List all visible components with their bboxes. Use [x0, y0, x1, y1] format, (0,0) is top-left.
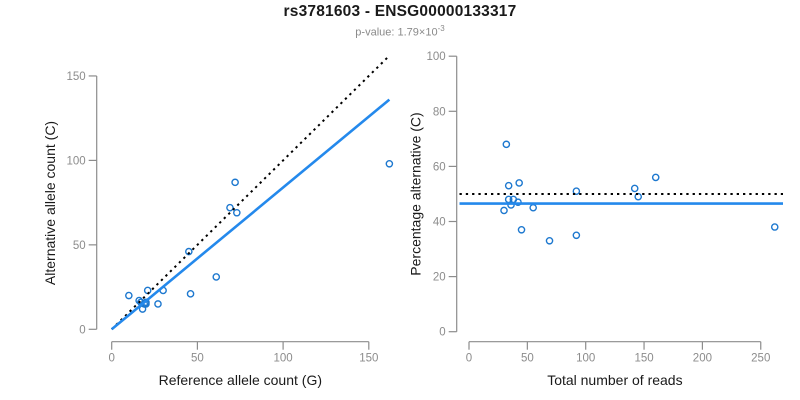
data-point — [154, 300, 162, 308]
x-tick-label: 0 — [108, 353, 114, 365]
x-tick-label: 50 — [521, 353, 534, 365]
x-tick-label: 200 — [693, 353, 712, 365]
y-tick-label: 0 — [439, 327, 445, 339]
y-tick-label: 40 — [433, 217, 446, 229]
x-tick-label: 150 — [634, 353, 653, 365]
x-tick-label: 100 — [274, 353, 293, 365]
y-tick-label: 80 — [433, 106, 446, 118]
chart-reads-vs-pct: 0 20 40 60 80 100 0 50 100 150 200 250 Total number … — [408, 51, 783, 388]
data-point — [212, 273, 221, 281]
data-point — [226, 203, 234, 212]
data-point — [385, 159, 394, 168]
x-axis-title: Total number of reads — [547, 372, 682, 388]
figure-header: rs3781603 - ENSG00000133317 p-value: 1.7… — [0, 0, 800, 39]
y-axis-title: Alternative allele count (C) — [42, 121, 58, 285]
data-point — [504, 181, 513, 190]
x-tick-label: 150 — [359, 353, 378, 365]
data-point — [125, 291, 133, 300]
data-point — [233, 208, 241, 217]
data-point — [651, 173, 660, 182]
y-tick-label: 60 — [433, 161, 446, 173]
identity-50pct-line — [110, 56, 389, 331]
y-tick-label: 0 — [79, 324, 85, 336]
x-tick-label: 100 — [576, 353, 595, 365]
y-tick-label: 20 — [433, 272, 446, 284]
data-point — [572, 187, 581, 195]
data-point — [514, 198, 522, 207]
chart-ref-vs-alt: 0 50 100 150 0 50 100 150 Reference allele count… — [42, 56, 394, 388]
x-tick-label: 250 — [751, 353, 770, 365]
data-point — [500, 206, 508, 215]
data-point — [502, 140, 511, 149]
data-point — [634, 192, 643, 201]
pvalue-exponent: -3 — [437, 24, 445, 33]
y-axis-title: Percentage alternative (C) — [408, 112, 424, 275]
y-tick-label: 150 — [67, 71, 86, 83]
pvalue-text: p-value: 1.79×10 — [355, 26, 438, 39]
data-point — [135, 296, 143, 305]
x-axis-title: Reference allele count (G) — [159, 372, 322, 388]
data-point — [185, 247, 193, 256]
x-tick-label: 50 — [191, 353, 204, 365]
data-point — [186, 290, 195, 298]
data-point — [545, 236, 554, 245]
y-tick-label: 100 — [427, 51, 446, 63]
x-tick-label: 0 — [466, 353, 472, 365]
y-tick-label: 100 — [67, 155, 86, 167]
page-subtitle: p-value: 1.79×10-3 — [0, 24, 800, 39]
y-tick-label: 50 — [73, 240, 86, 252]
data-point — [770, 223, 779, 231]
data-point — [529, 203, 537, 212]
data-point — [515, 179, 523, 187]
data-point — [231, 178, 239, 187]
data-point — [572, 231, 581, 240]
page-title: rs3781603 - ENSG00000133317 — [283, 3, 517, 20]
data-point — [630, 184, 639, 193]
fitted-ratio-line — [110, 98, 391, 331]
data-point — [517, 225, 526, 234]
